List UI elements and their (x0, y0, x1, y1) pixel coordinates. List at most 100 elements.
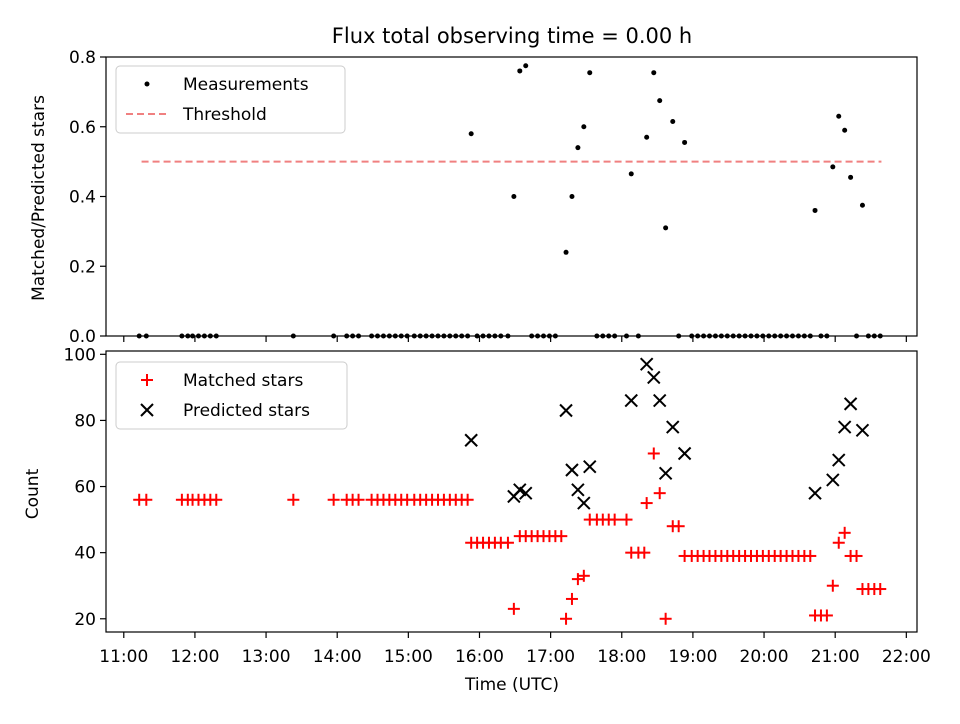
predicted-star-point (464, 433, 478, 447)
measurement-point (628, 171, 634, 177)
top-y-tick-label: 0.0 (69, 327, 96, 347)
matched-star-point (647, 447, 660, 460)
predicted-star-point (677, 446, 692, 461)
bottom-plot-area (133, 357, 887, 625)
bottom-panel: 20 40 60 80 100 11:00 12:00 13:00 14:00 15:00 16:0… (64, 345, 931, 667)
matched-star-point (826, 579, 839, 592)
top-y-tick-label: 0.4 (69, 188, 96, 208)
predicted-star-point (519, 486, 533, 500)
matched-star-point (560, 612, 573, 625)
matched-star-point (140, 493, 153, 506)
matched-star-point (672, 520, 685, 533)
matched-star-point (327, 493, 340, 506)
bottom-legend: Matched stars Predicted stars (115, 361, 348, 430)
predicted-star-point (577, 496, 591, 510)
predicted-star-point (583, 459, 597, 474)
measurement-point (670, 119, 676, 125)
measurement-point (581, 124, 587, 130)
predicted-star-point (624, 393, 638, 408)
matched-star-point (577, 569, 590, 582)
predicted-star-point (647, 370, 661, 385)
bottom-axes-frame (105, 350, 918, 633)
x-tick-label: 16:00 (455, 647, 504, 667)
legend-matched-marker (141, 374, 153, 386)
predicted-star-point (808, 486, 822, 500)
bottom-y-tick-label: 40 (74, 544, 96, 564)
measurement-point (569, 194, 575, 199)
matched-star-point (555, 530, 568, 543)
x-tick-label: 21:00 (811, 647, 860, 667)
matched-star-point (850, 549, 863, 562)
x-tick-label: 15:00 (384, 647, 433, 667)
top-legend-box (115, 65, 346, 134)
top-legend: Measurements Threshold (115, 65, 346, 134)
legend-measurements-label: Measurements (183, 75, 309, 95)
measurement-point (682, 139, 688, 145)
matched-star-point (638, 546, 651, 559)
measurement-point (644, 134, 650, 140)
predicted-star-point (843, 397, 858, 411)
measurement-point (836, 113, 842, 119)
matched-star-point (608, 513, 621, 526)
top-y-tick-label: 0.8 (69, 48, 96, 68)
x-tick-label: 11:00 (99, 647, 148, 667)
matched-star-point (838, 526, 851, 539)
matched-star-point (820, 609, 833, 622)
top-panel: 0.0 0.2 0.4 0.6 0.8 (69, 48, 918, 347)
measurement-point (517, 68, 523, 74)
legend-predicted-label: Predicted stars (183, 401, 310, 421)
x-tick-label: 14:00 (313, 647, 362, 667)
x-tick-label: 17:00 (526, 647, 575, 667)
matched-star-point (659, 612, 672, 625)
predicted-star-point (658, 466, 673, 481)
measurement-point (859, 202, 865, 208)
top-y-axis-label: Matched/Predicted stars (29, 95, 49, 301)
matched-star-point (653, 487, 666, 500)
x-tick-label: 12:00 (170, 647, 219, 667)
predicted-star-point (826, 473, 840, 487)
predicted-star-point (837, 420, 852, 434)
x-tick-label: 18:00 (597, 647, 646, 667)
matched-star-point (501, 536, 514, 549)
matched-star-point (352, 493, 365, 506)
legend-matched-label: Matched stars (183, 371, 303, 391)
matched-star-point (874, 583, 887, 596)
x-axis-label: Time (UTC) (464, 675, 559, 695)
x-tick-label: 13:00 (242, 647, 291, 667)
measurement-point (663, 225, 669, 231)
legend-predicted-marker (140, 403, 154, 417)
bottom-y-axis-label: Count (23, 468, 43, 519)
predicted-star-point (855, 423, 870, 438)
measurement-point (563, 249, 569, 255)
matched-star-point (640, 497, 653, 510)
predicted-star-point (571, 483, 585, 497)
matched-star-point (210, 493, 223, 506)
predicted-star-point (639, 357, 654, 371)
x-tick-label: 19:00 (668, 647, 717, 667)
bottom-y-tick-label: 60 (74, 478, 96, 498)
measurement-point (848, 174, 854, 180)
measurement-point (468, 131, 474, 137)
measurement-point (587, 70, 593, 76)
chart-title: Flux total observing time = 0.00 h (332, 24, 692, 48)
measurement-point (523, 63, 529, 69)
matched-star-point (507, 602, 520, 615)
measurement-point (575, 145, 581, 151)
matched-star-point (832, 536, 845, 549)
bottom-y-tick-label: 20 (74, 610, 96, 630)
bottom-y-tick-label: 100 (64, 345, 96, 365)
predicted-star-point (666, 420, 680, 434)
measurement-point (651, 70, 657, 76)
measurement-point (842, 127, 848, 133)
top-y-tick-label: 0.2 (69, 257, 96, 277)
x-tick-label: 22:00 (882, 647, 931, 667)
measurement-point (657, 98, 663, 104)
legend-threshold-label: Threshold (182, 105, 267, 125)
bottom-y-tick-label: 80 (74, 411, 96, 431)
predicted-star-point (559, 403, 573, 418)
matched-star-point (804, 549, 817, 562)
x-tick-label: 20:00 (740, 647, 789, 667)
matched-star-point (565, 592, 578, 605)
measurement-point (812, 207, 818, 213)
